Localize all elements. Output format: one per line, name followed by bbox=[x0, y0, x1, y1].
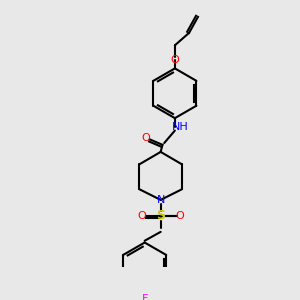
Text: NH: NH bbox=[172, 122, 189, 132]
Text: O: O bbox=[138, 211, 146, 221]
Text: N: N bbox=[157, 195, 165, 205]
Text: O: O bbox=[141, 133, 150, 143]
Text: O: O bbox=[170, 55, 179, 64]
Text: S: S bbox=[156, 209, 165, 222]
Text: F: F bbox=[142, 294, 148, 300]
Text: O: O bbox=[175, 211, 184, 221]
